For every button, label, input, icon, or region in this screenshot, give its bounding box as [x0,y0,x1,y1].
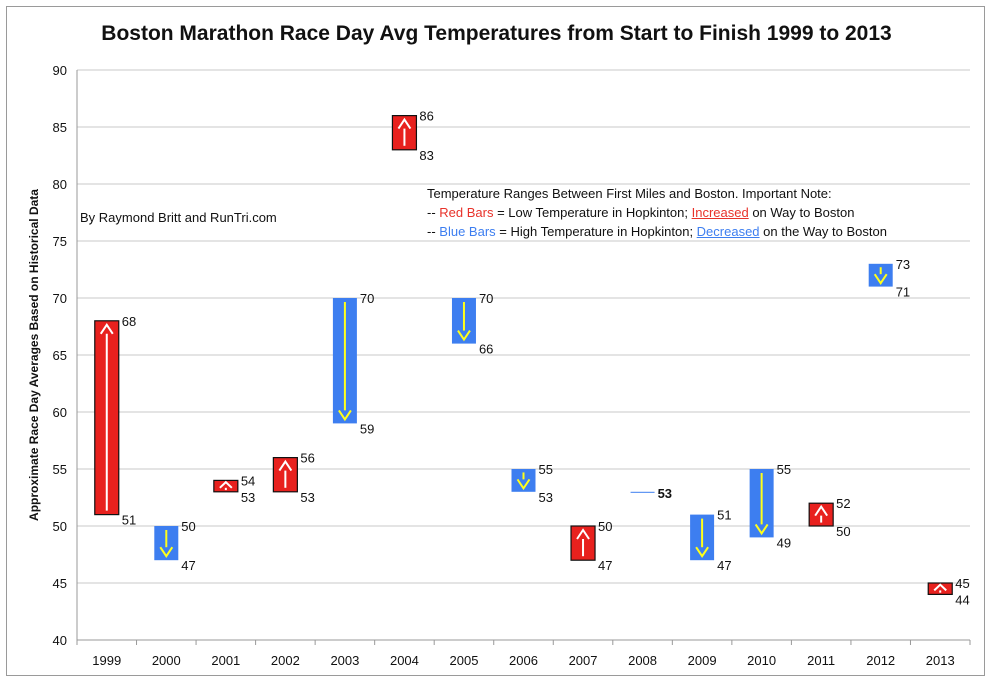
x-tick-label: 2000 [152,653,181,668]
blue-bar [511,469,536,492]
y-tick-label: 45 [53,576,67,591]
x-tick-label: 2012 [866,653,895,668]
x-tick-label: 2001 [211,653,240,668]
red-bar [213,479,239,493]
down-arrow-head [754,523,769,536]
y-tick-label: 65 [53,348,67,363]
legend-note-blue-mid: = High Temperature in Hopkinton; [495,224,697,239]
data-label-high: 55 [777,462,791,477]
up-arrow-head [933,583,947,592]
x-tick-label: 2005 [450,653,479,668]
legend-note-blue-end: on the Way to Boston [759,224,887,239]
data-label-high: 73 [896,257,910,272]
y-tick-label: 50 [53,519,67,534]
y-tick-label: 75 [53,234,67,249]
y-tick-label: 90 [53,63,67,78]
data-label-low: 59 [360,421,374,436]
legend-note-heading: Temperature Ranges Between First Miles a… [427,186,832,201]
y-tick-label: 55 [53,462,67,477]
down-arrow-head [159,546,174,559]
y-tick-label: 70 [53,291,67,306]
data-label-high: 52 [836,496,850,511]
down-arrow-head [338,409,352,422]
data-label-low: 47 [598,558,612,573]
data-label-low: 44 [955,592,969,607]
legend-note: Temperature Ranges Between First Miles a… [427,184,887,241]
data-label-high: 86 [419,109,433,124]
down-arrow-head [873,273,888,285]
x-tick-label: 2011 [807,653,835,668]
data-label-value: 53 [658,486,672,501]
blue-bar [630,491,655,493]
y-tick-label: 60 [53,405,67,420]
data-label-low: 47 [181,558,195,573]
data-label-low: 53 [241,490,255,505]
y-tick-label: 40 [53,633,67,648]
data-label-high: 68 [122,314,136,329]
data-label-high: 70 [360,291,374,306]
down-arrow-head [457,330,471,342]
legend-note-red: -- Red Bars = Low Temperature in Hopkint… [427,203,887,222]
up-arrow-head [397,117,412,130]
up-arrow-head [576,528,590,540]
chart-title: Boston Marathon Race Day Avg Temperature… [101,22,892,45]
data-label-high: 55 [539,462,553,477]
data-label-low: 49 [777,535,791,550]
data-label-low: 66 [479,342,493,357]
data-label-high: 51 [717,508,731,523]
data-label-high: 54 [241,473,255,488]
legend-blue-verb: Decreased [696,224,760,239]
legend-note-red-end: on Way to Boston [748,205,855,220]
x-tick-label: 2007 [569,653,598,668]
x-tick-label: 2009 [688,653,717,668]
x-tick-label: 2010 [747,653,776,668]
up-arrow-head [219,480,233,489]
legend-note-red-prefix: -- [427,205,440,220]
x-tick-label: 2004 [390,653,419,668]
y-tick-label: 80 [53,177,67,192]
x-tick-label: 2006 [509,653,538,668]
legend-red-term: Red Bars [439,205,494,220]
up-arrow-head [814,504,828,517]
data-label-high: 56 [300,451,314,466]
red-bar [927,582,953,595]
legend-red-verb: Increased [691,205,749,220]
x-tick-label: 2002 [271,653,300,668]
byline-annotation: By Raymond Britt and RunTri.com [80,210,277,225]
data-label-high: 50 [181,519,195,534]
blue-bar [868,263,893,287]
legend-blue-term: Blue Bars [439,224,496,239]
data-label-low: 51 [122,513,136,528]
x-tick-label: 2003 [330,653,359,668]
legend-note-blue: -- Blue Bars = High Temperature in Hopki… [427,222,887,241]
y-tick-label: 85 [53,120,67,135]
legend-note-blue-prefix: -- [427,224,440,239]
down-arrow-head [516,478,531,491]
up-arrow-head [99,322,114,335]
legend-note-red-mid: = Low Temperature in Hopkinton; [493,205,692,220]
data-label-high: 50 [598,519,612,534]
data-label-low: 53 [300,490,314,505]
data-label-high: 45 [955,576,969,591]
x-tick-label: 2008 [628,653,657,668]
data-label-low: 53 [539,490,553,505]
data-label-low: 47 [717,558,731,573]
up-arrow-head [278,459,293,472]
data-label-low: 50 [836,524,850,539]
x-tick-label: 1999 [92,653,121,668]
data-label-low: 71 [896,285,910,300]
chart-frame [6,6,985,676]
data-label-low: 83 [419,148,433,163]
down-arrow-head [695,546,709,559]
x-tick-label: 2013 [926,653,955,668]
data-label-high: 70 [479,291,493,306]
red-bar [808,502,834,527]
